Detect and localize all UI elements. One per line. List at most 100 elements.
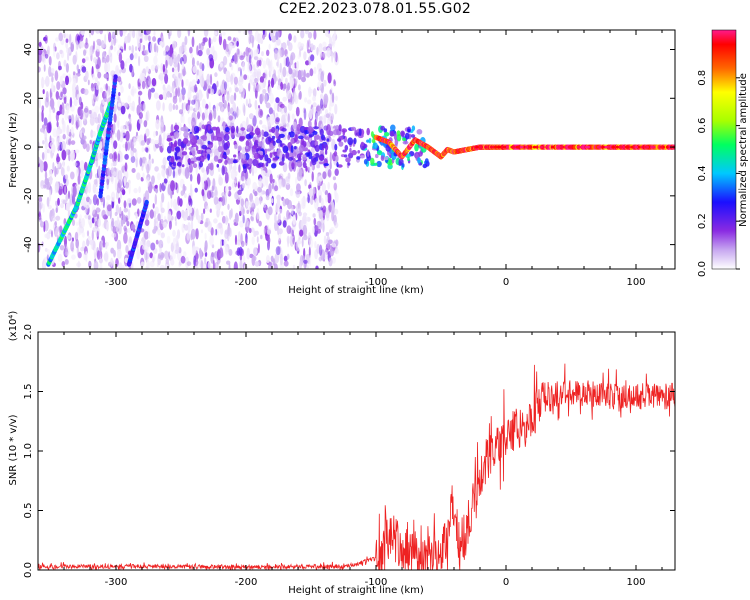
heatmap-cell <box>154 184 158 189</box>
heatmap-cell <box>272 157 279 161</box>
heatmap-cell <box>96 230 99 240</box>
heatmap-cell <box>265 179 269 189</box>
heatmap-cell <box>228 42 233 51</box>
heatmap-cell <box>117 76 122 83</box>
heatmap-cell <box>296 183 301 193</box>
heatmap-cell <box>44 170 48 181</box>
heatmap-cell <box>204 232 207 240</box>
heatmap-cell <box>224 185 230 197</box>
heatmap-cell <box>187 222 191 233</box>
heatmap-cell <box>43 150 48 161</box>
heatmap-cell <box>314 198 319 210</box>
heatmap-cell <box>84 42 89 49</box>
heatmap-cell <box>220 83 225 95</box>
heatmap-cell <box>376 160 382 168</box>
spectrogram-heatmap <box>38 30 675 269</box>
heatmap-cell <box>116 248 122 260</box>
heatmap-cell <box>78 214 83 223</box>
heatmap-cell <box>200 229 204 234</box>
heatmap-cell <box>284 49 288 57</box>
heatmap-cell <box>64 174 69 180</box>
heatmap-cell <box>87 79 90 86</box>
heatmap-cell <box>226 81 229 92</box>
heatmap-cell <box>199 161 203 168</box>
heatmap-cell <box>223 55 228 66</box>
heatmap-cell <box>179 97 181 103</box>
heatmap-cell <box>366 139 370 143</box>
heatmap-cell <box>292 214 297 225</box>
heatmap-cell <box>144 48 149 56</box>
heatmap-cell <box>318 175 324 182</box>
heatmap-cell <box>249 64 253 72</box>
x-tick-label: 0 <box>503 277 509 288</box>
heatmap-cell <box>181 79 184 88</box>
heatmap-cell <box>233 92 237 101</box>
heatmap-cell <box>56 141 59 149</box>
heatmap-cell <box>62 73 66 79</box>
heatmap-cell <box>144 243 149 253</box>
heatmap-cell <box>107 167 111 176</box>
heatmap-cell <box>260 93 265 102</box>
heatmap-cell <box>109 153 113 160</box>
heatmap-cell <box>204 221 209 228</box>
heatmap-cell <box>227 105 231 118</box>
heatmap-cell <box>52 162 55 172</box>
heatmap-cell <box>294 78 298 85</box>
heatmap-cell <box>277 135 281 140</box>
heatmap-cell <box>56 110 61 116</box>
heatmap-cell <box>68 149 71 162</box>
heatmap-cell <box>124 162 128 172</box>
heatmap-cell <box>330 227 335 233</box>
heatmap-cell <box>94 105 100 114</box>
heatmap-cell <box>327 72 332 84</box>
heatmap-cell <box>121 130 126 136</box>
heatmap-cell <box>210 46 213 56</box>
heatmap-cell <box>149 252 153 259</box>
heatmap-cell <box>171 85 174 94</box>
heatmap-cell <box>89 239 94 246</box>
heatmap-cell <box>276 38 281 46</box>
heatmap-cell <box>219 133 224 138</box>
heatmap-cell <box>174 249 179 254</box>
heatmap-cell <box>307 99 312 105</box>
heatmap-cell <box>262 30 265 36</box>
heatmap-cell <box>59 49 63 55</box>
heatmap-cell <box>230 74 234 85</box>
heatmap-cell <box>80 135 86 145</box>
heatmap-cell <box>170 259 175 266</box>
heatmap-cell <box>243 51 246 58</box>
heatmap-cell <box>254 139 259 145</box>
heatmap-cell <box>116 110 122 117</box>
heatmap-cell <box>269 143 274 150</box>
heatmap-cell <box>314 152 320 159</box>
heatmap-cell <box>360 141 364 147</box>
heatmap-cell <box>193 255 196 267</box>
heatmap-cell <box>199 249 203 260</box>
heatmap-cell <box>128 122 132 132</box>
heatmap-cell <box>171 251 176 260</box>
heatmap-cell <box>285 77 288 85</box>
heatmap-cell <box>205 131 211 143</box>
heatmap-cell <box>201 167 205 173</box>
heatmap-cell <box>69 34 72 45</box>
heatmap-cell <box>49 106 52 114</box>
heatmap-cell <box>138 112 143 119</box>
x-tick-label: 0 <box>503 577 509 588</box>
heatmap-cell <box>245 200 249 210</box>
heatmap-cell <box>327 181 331 190</box>
heatmap-cell <box>130 139 135 151</box>
heatmap-cell <box>335 239 339 247</box>
spectrogram-x-axis-label: Height of straight line (km) <box>288 285 424 296</box>
heatmap-cell <box>71 254 76 260</box>
heatmap-cell <box>351 149 357 156</box>
band-core-point <box>539 145 543 149</box>
heatmap-cell <box>416 129 423 135</box>
heatmap-cell <box>282 96 288 102</box>
heatmap-cell <box>255 48 260 54</box>
heatmap-cell <box>169 132 174 137</box>
heatmap-cell <box>60 91 63 98</box>
heatmap-cell <box>43 117 48 126</box>
heatmap-cell <box>264 69 268 74</box>
heatmap-cell <box>195 92 199 102</box>
heatmap-cell <box>224 160 228 165</box>
